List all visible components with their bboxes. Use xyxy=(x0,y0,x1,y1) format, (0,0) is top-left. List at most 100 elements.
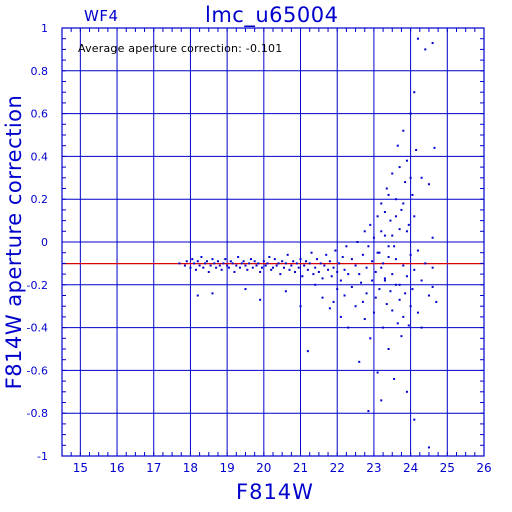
data-point xyxy=(431,266,434,269)
chart-title: lmc_u65004 xyxy=(205,3,339,27)
data-point xyxy=(391,234,394,237)
data-point xyxy=(279,273,282,276)
data-point xyxy=(301,275,304,278)
data-point xyxy=(314,266,317,269)
data-point xyxy=(259,270,262,273)
data-point xyxy=(367,245,370,248)
data-point xyxy=(416,249,419,252)
x-tick-label: 26 xyxy=(476,461,491,475)
data-point xyxy=(260,266,263,269)
data-point xyxy=(431,41,434,44)
data-point xyxy=(407,223,410,226)
y-tick-label: -0.6 xyxy=(27,364,48,377)
data-point xyxy=(213,262,216,265)
data-point xyxy=(387,193,390,196)
panel-label: WF4 xyxy=(84,7,119,25)
data-point xyxy=(237,255,240,258)
data-point xyxy=(394,215,397,218)
data-point xyxy=(396,144,399,147)
data-point xyxy=(226,264,229,267)
data-point xyxy=(294,270,297,273)
data-point xyxy=(336,288,339,291)
data-point xyxy=(358,273,361,276)
x-tick-label: 20 xyxy=(256,461,271,475)
data-point xyxy=(369,223,372,226)
data-point xyxy=(431,236,434,239)
data-point xyxy=(411,193,414,196)
data-point xyxy=(398,283,401,286)
data-point xyxy=(330,275,333,278)
y-tick-label: 0 xyxy=(41,236,48,249)
x-tick-label: 18 xyxy=(183,461,198,475)
data-point xyxy=(196,294,199,297)
data-point xyxy=(310,251,313,254)
data-point xyxy=(431,285,434,288)
data-point xyxy=(347,326,350,329)
data-point xyxy=(363,230,366,233)
data-point xyxy=(193,262,196,265)
data-point xyxy=(306,268,309,271)
x-tick-label: 24 xyxy=(403,461,418,475)
tick-labels: 15 16 17 18 19 20 21 22 23 24 25 26 -1 -0.8 -0.6 -0.4 -0… xyxy=(27,22,492,475)
data-point xyxy=(211,258,214,261)
data-point xyxy=(220,268,223,271)
data-point xyxy=(427,183,430,186)
data-point xyxy=(372,236,375,239)
data-point xyxy=(347,273,350,276)
data-point xyxy=(259,298,262,301)
data-point xyxy=(420,326,423,329)
data-point xyxy=(404,292,407,295)
data-point xyxy=(253,260,256,263)
data-point xyxy=(415,148,418,151)
data-point xyxy=(398,228,401,231)
data-point xyxy=(242,260,245,263)
data-point xyxy=(407,324,410,327)
data-point xyxy=(358,360,361,363)
data-point xyxy=(405,275,408,278)
data-point xyxy=(400,335,403,338)
data-point xyxy=(365,292,368,295)
data-point xyxy=(196,260,199,263)
data-point xyxy=(413,91,416,94)
data-point xyxy=(233,270,236,273)
data-point xyxy=(356,241,359,243)
y-tick-label: -0.4 xyxy=(27,322,48,335)
data-point xyxy=(409,176,412,179)
x-tick-label: 16 xyxy=(109,461,124,475)
data-point xyxy=(385,187,388,190)
data-point xyxy=(332,300,335,303)
data-point xyxy=(339,279,342,282)
data-point xyxy=(204,262,207,265)
data-point xyxy=(394,258,397,261)
y-tick-label: 0.2 xyxy=(31,193,49,206)
data-point xyxy=(202,266,205,269)
data-point xyxy=(383,234,386,237)
data-point xyxy=(420,176,423,179)
data-point xyxy=(365,266,368,269)
data-point xyxy=(338,262,341,265)
data-point xyxy=(283,266,286,269)
data-point xyxy=(405,390,408,393)
data-point xyxy=(281,260,284,263)
x-tick-label: 23 xyxy=(366,461,381,475)
data-point xyxy=(405,159,408,162)
data-point xyxy=(435,300,438,303)
data-point xyxy=(398,166,401,169)
data-point xyxy=(334,249,337,252)
data-point xyxy=(400,208,403,211)
data-point xyxy=(411,288,414,291)
data-point xyxy=(268,255,271,258)
data-point xyxy=(332,266,335,269)
data-point xyxy=(396,322,399,325)
data-point xyxy=(424,48,427,51)
data-point xyxy=(398,298,401,301)
data-point xyxy=(262,260,265,263)
y-axis-label: F814W aperture correction xyxy=(2,94,26,390)
data-point xyxy=(361,253,364,256)
data-point xyxy=(380,202,383,205)
data-point xyxy=(295,262,298,265)
data-point xyxy=(374,270,377,273)
data-point xyxy=(380,266,383,269)
data-point xyxy=(273,258,276,261)
